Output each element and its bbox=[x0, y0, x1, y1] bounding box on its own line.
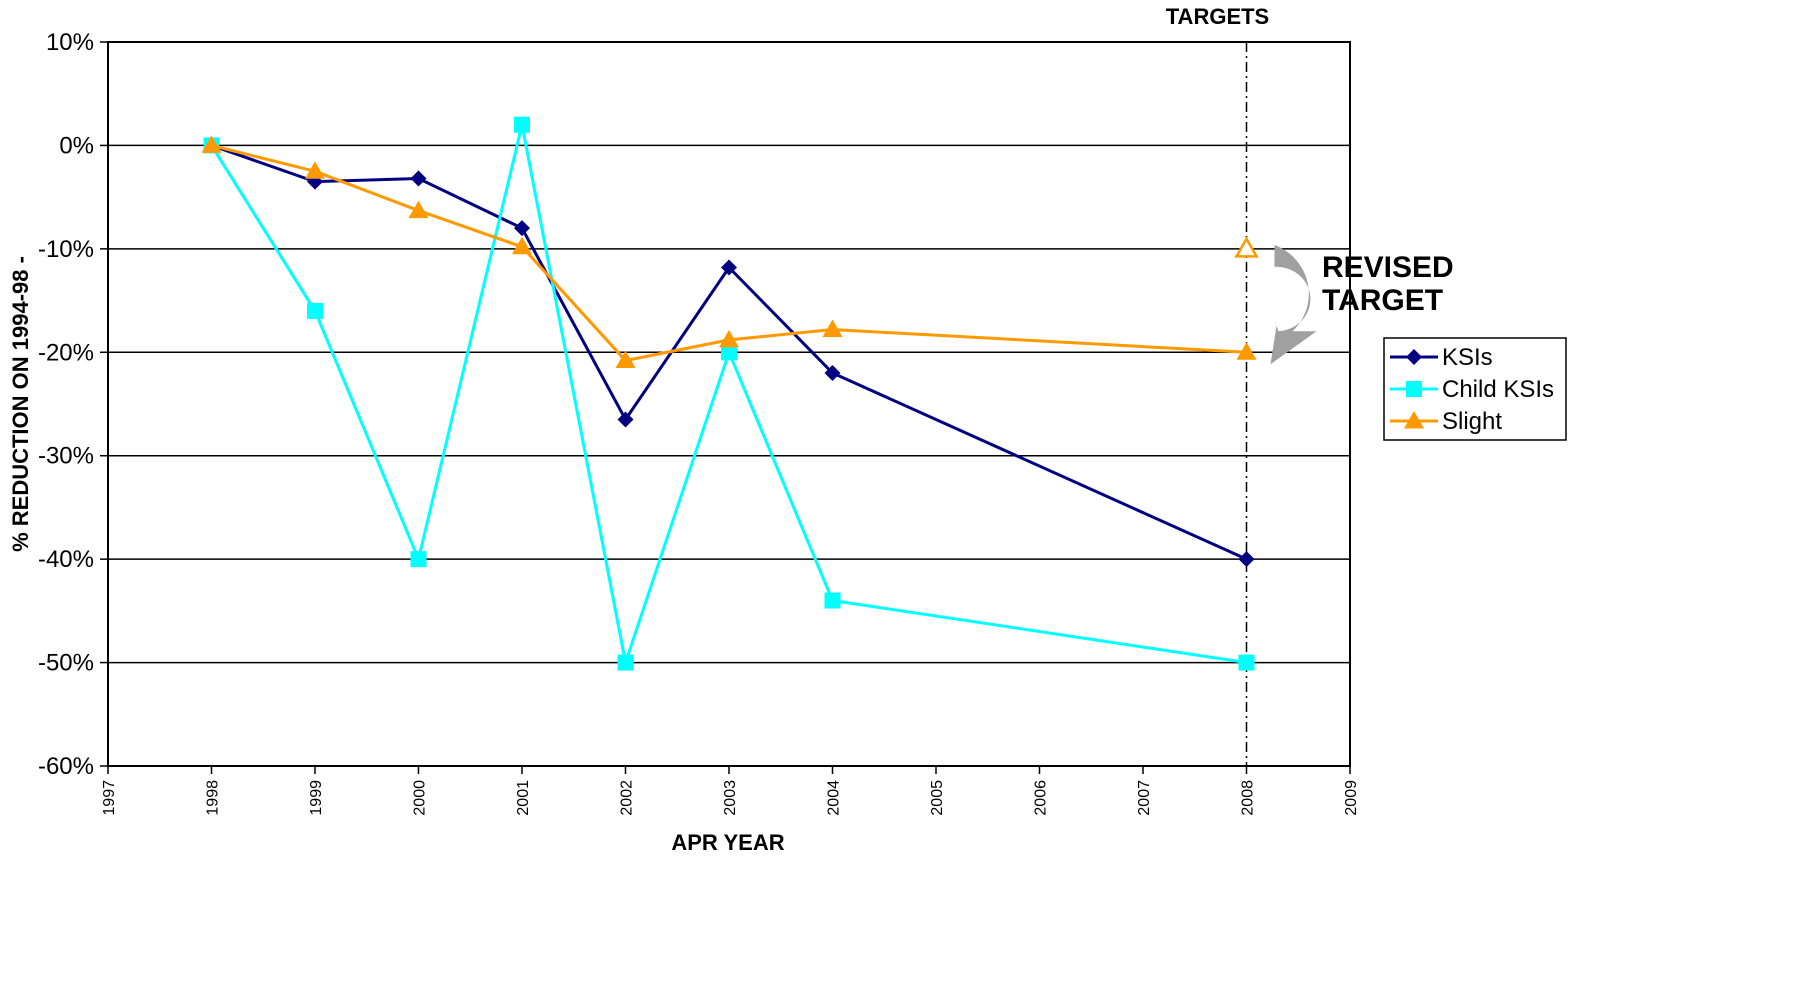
data-point-slight bbox=[822, 319, 843, 338]
data-point-slight bbox=[719, 329, 739, 348]
original-target-marker bbox=[1234, 236, 1259, 258]
data-point-child-ksis bbox=[721, 344, 737, 361]
y-tick-label: -30% bbox=[38, 443, 94, 470]
data-point-ksis bbox=[514, 220, 530, 237]
data-point-ksis bbox=[824, 364, 841, 381]
legend-label-child-ksis: Child KSIs bbox=[1442, 376, 1554, 403]
y-tick-label: -20% bbox=[38, 339, 94, 366]
y-tick-label: 10% bbox=[46, 29, 94, 56]
gridlines bbox=[108, 144, 1350, 664]
data-point-child-ksis bbox=[617, 654, 634, 671]
data-point-ksis bbox=[617, 411, 634, 428]
x-tick-label: 2002 bbox=[619, 780, 636, 816]
x-axis-title: APR YEAR bbox=[671, 830, 784, 855]
legend-marker-child-ksis bbox=[1406, 381, 1422, 397]
targets-label: TARGETS bbox=[1166, 4, 1269, 29]
x-tick-label: 2009 bbox=[1343, 780, 1360, 816]
revised-label-line2: TARGET bbox=[1322, 284, 1443, 317]
revised-label-line1: REVISED bbox=[1322, 251, 1454, 284]
series-slight bbox=[201, 135, 1257, 369]
y-tick-label: 0% bbox=[59, 132, 94, 159]
x-tick-label: 1997 bbox=[101, 780, 118, 816]
x-tick-label: 2000 bbox=[412, 780, 429, 816]
legend-label-ksis: KSIs bbox=[1442, 344, 1493, 371]
data-point-child-ksis bbox=[824, 592, 841, 609]
data-point-ksis bbox=[410, 170, 427, 187]
series-line-child-ksis bbox=[210, 124, 1247, 669]
series-group bbox=[201, 116, 1259, 671]
x-axis: 1997 1998 1999 2000 2001 2002 2003 2004 2005 2006… bbox=[101, 766, 1360, 816]
y-axis-title: % REDUCTION ON 1994-98 - bbox=[8, 256, 33, 552]
series-line-ksis bbox=[211, 144, 1248, 561]
data-point-slight bbox=[201, 135, 222, 153]
data-point-slight bbox=[615, 350, 636, 369]
legend-marker-slight bbox=[1404, 411, 1424, 429]
revised-target-arrow-icon bbox=[1270, 244, 1317, 365]
y-tick-label: -40% bbox=[38, 546, 94, 573]
series-child-ksis bbox=[203, 116, 1255, 671]
data-point-child-ksis bbox=[514, 116, 530, 133]
x-tick-label: 2006 bbox=[1033, 780, 1050, 816]
series-line-slight bbox=[211, 143, 1247, 363]
data-point-child-ksis bbox=[307, 302, 323, 319]
targets-marker: TARGETS bbox=[1166, 4, 1269, 766]
x-tick-label: 2005 bbox=[929, 780, 946, 816]
data-point-ksis bbox=[1238, 551, 1255, 568]
data-point-slight bbox=[1236, 342, 1257, 360]
data-point-slight bbox=[512, 236, 532, 255]
data-point-child-ksis bbox=[410, 551, 427, 568]
x-tick-label: 1998 bbox=[205, 780, 222, 816]
x-tick-label: 2001 bbox=[515, 780, 532, 816]
x-tick-label: 2004 bbox=[826, 780, 843, 816]
legend-marker-ksis bbox=[1406, 349, 1422, 365]
revised-target-annotation: REVISED TARGET bbox=[1270, 244, 1454, 365]
y-tick-label: -60% bbox=[38, 753, 94, 780]
y-tick-label: -10% bbox=[38, 236, 94, 263]
data-point-child-ksis bbox=[1238, 654, 1255, 671]
y-axis: 10% 0% -10% -20% -30% -40% -50% -60% bbox=[38, 29, 108, 780]
x-tick-label: 2007 bbox=[1136, 780, 1153, 816]
x-tick-label: 2008 bbox=[1240, 780, 1257, 816]
x-tick-label: 2003 bbox=[722, 780, 739, 816]
y-tick-label: -50% bbox=[38, 650, 94, 677]
legend-label-slight: Slight bbox=[1442, 408, 1502, 435]
legend: KSIs Child KSIs Slight bbox=[1383, 337, 1567, 441]
data-point-ksis bbox=[721, 259, 737, 276]
x-tick-label: 1999 bbox=[308, 780, 325, 816]
data-point-slight bbox=[305, 161, 325, 179]
plot-area bbox=[107, 41, 1351, 767]
data-point-slight bbox=[408, 200, 429, 219]
